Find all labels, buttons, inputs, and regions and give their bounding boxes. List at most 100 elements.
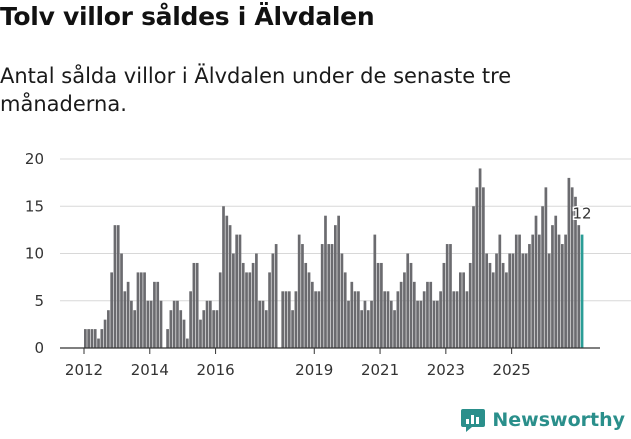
bar <box>340 253 344 348</box>
bar <box>189 291 192 348</box>
bar <box>429 281 433 348</box>
y-tick-label: 0 <box>34 339 44 357</box>
bar <box>508 253 512 348</box>
bar <box>209 300 212 348</box>
x-tick-label: 2025 <box>493 361 531 379</box>
brand-name: Newsworthy <box>492 409 625 431</box>
bar <box>488 262 492 348</box>
bar <box>202 310 206 348</box>
bar <box>547 253 551 348</box>
bar <box>435 300 439 348</box>
x-tick-label: 2021 <box>361 361 399 379</box>
bar <box>304 262 308 348</box>
bar <box>409 262 413 348</box>
bar <box>570 187 574 348</box>
bar <box>452 291 456 348</box>
x-tick-label: 2016 <box>196 361 234 379</box>
bar <box>376 262 380 348</box>
bar <box>574 196 577 348</box>
bar <box>245 272 248 348</box>
bar <box>505 272 508 348</box>
bar <box>235 234 239 348</box>
bar <box>472 206 475 348</box>
bar <box>327 244 331 348</box>
bar <box>314 291 317 348</box>
bar <box>281 291 285 348</box>
bar <box>225 215 229 348</box>
bar <box>442 262 446 348</box>
bar <box>370 300 373 348</box>
bar <box>222 206 225 348</box>
bar <box>412 281 416 348</box>
bar <box>215 310 219 348</box>
bar <box>271 253 275 348</box>
bar <box>396 291 400 348</box>
bar <box>399 281 403 348</box>
bar <box>393 310 396 348</box>
bar <box>100 329 104 348</box>
bar <box>501 262 505 348</box>
bar <box>107 310 110 348</box>
chart-subtitle: Antal sålda villor i Älvdalen under de s… <box>0 64 512 116</box>
bar <box>353 291 357 348</box>
bar <box>212 310 215 348</box>
bar <box>232 253 235 348</box>
bar <box>491 272 495 348</box>
x-tick-label: 2023 <box>427 361 465 379</box>
bar <box>176 300 179 348</box>
bar <box>482 187 485 348</box>
y-tick-label: 15 <box>25 197 44 215</box>
bar <box>551 225 554 348</box>
newsworthy-logo: Newsworthy <box>460 407 625 433</box>
bar <box>337 215 340 348</box>
bar <box>123 291 127 348</box>
bar <box>97 338 100 348</box>
y-axis-labels: 0 5 10 15 20 <box>25 150 44 357</box>
bar <box>110 272 114 348</box>
bar <box>251 262 255 348</box>
bar <box>485 253 489 348</box>
bar-chart: 0 5 10 15 20 2012 2014 2016 2019 2021 2023 2025 12 <box>25 150 631 379</box>
bar <box>287 291 291 348</box>
bar <box>432 300 436 348</box>
bar <box>297 234 301 348</box>
bar <box>445 244 449 348</box>
bar <box>567 177 571 348</box>
bar <box>90 329 94 348</box>
bar <box>103 319 107 348</box>
bar <box>347 300 350 348</box>
bar <box>330 244 334 348</box>
x-axis: 2012 2014 2016 2019 2021 2023 2025 <box>60 347 600 379</box>
bar <box>564 234 567 348</box>
bar <box>577 225 581 348</box>
bar <box>317 291 321 348</box>
bar <box>87 329 90 348</box>
bar <box>291 310 294 348</box>
bar <box>537 234 541 348</box>
bar <box>307 272 311 348</box>
bar <box>310 281 314 348</box>
bar <box>531 234 535 348</box>
bar <box>255 253 258 348</box>
bars <box>84 168 584 348</box>
bar <box>465 291 469 348</box>
bar <box>166 329 169 348</box>
bar <box>149 300 153 348</box>
bar <box>284 291 288 348</box>
bar <box>130 300 133 348</box>
bar <box>528 244 531 348</box>
bar <box>324 215 327 348</box>
bar <box>462 272 465 348</box>
bar <box>139 272 143 348</box>
bar <box>294 291 298 348</box>
bar <box>205 300 209 348</box>
bar <box>534 215 538 348</box>
bar <box>268 272 271 348</box>
bar <box>439 291 442 348</box>
bar <box>136 272 140 348</box>
bar <box>363 300 367 348</box>
bar <box>133 310 137 348</box>
newsworthy-logo-icon <box>461 409 486 432</box>
bar <box>218 272 222 348</box>
bar <box>343 272 347 348</box>
